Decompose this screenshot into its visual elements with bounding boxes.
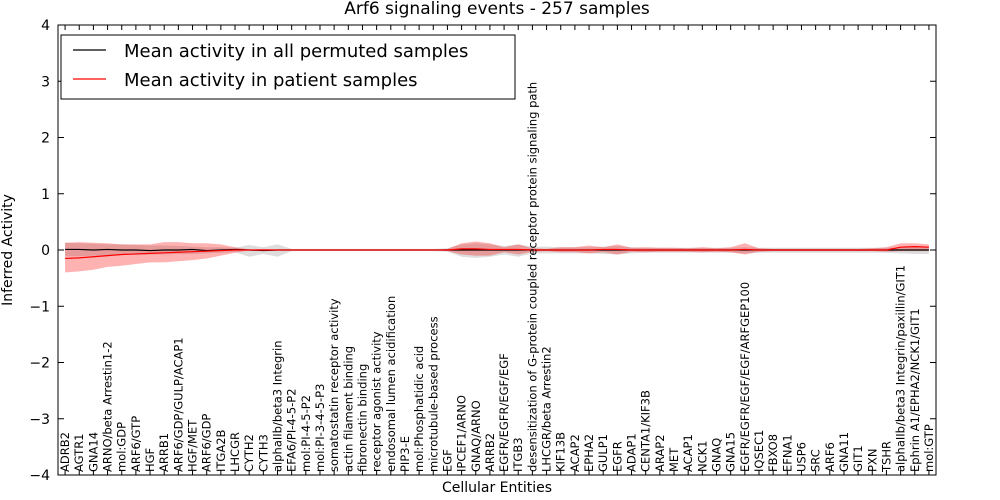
series-lines <box>65 246 929 260</box>
x-tick-label: GNAQ/ARNO <box>469 400 483 472</box>
x-tick-label: mol:PI-3-4-5-P3 <box>313 384 327 472</box>
x-tick-label: ARF6/GDP <box>200 414 214 472</box>
x-tick-label: LHCGR/beta Arrestin2 <box>540 346 554 472</box>
x-tick-label: EPHA2 <box>582 434 596 472</box>
y-tick-label: −1 <box>29 299 50 315</box>
x-tick-label: IPCEF1/ARNO <box>455 395 469 472</box>
y-tick-label: −2 <box>29 356 50 372</box>
x-tick-label: EFA6/PI-4-5-P2 <box>285 388 299 472</box>
x-tick-label: ARNO/beta Arrestin1-2 <box>101 341 115 472</box>
x-tick-label: fibronectin binding <box>355 364 369 472</box>
x-tick-label: ACAP1 <box>681 434 695 472</box>
x-tick-label: microtubule-based process <box>426 316 440 472</box>
x-tick-label: TSHR <box>879 441 893 473</box>
y-axis-label: Inferred Activity <box>0 194 16 306</box>
x-tick-label: EGFR <box>610 441 624 472</box>
x-tick-label: mol:GDP <box>115 422 129 472</box>
y-tick-label: 3 <box>41 74 50 90</box>
x-tick-label: GNA15 <box>724 432 738 472</box>
x-tick-label: HGF <box>143 448 157 472</box>
y-tick-label: 0 <box>41 243 50 259</box>
x-tick-label: ITGB3 <box>511 437 525 472</box>
x-tick-label: CENTA1/KIF3B <box>639 390 653 472</box>
confidence-bands <box>65 241 929 273</box>
x-tick-label: CYTH2 <box>242 434 256 472</box>
x-tick-label: USP6 <box>794 442 808 472</box>
y-tick-label: 2 <box>41 131 50 147</box>
x-tick-label: ADRB2 <box>58 432 72 472</box>
x-tick-label: PXN <box>865 449 879 472</box>
x-tick-label: ITGA2B <box>214 429 228 472</box>
x-tick-label: ARF6/GTP <box>129 416 143 472</box>
x-tick-label: EFNA1 <box>780 434 794 472</box>
x-tick-label: NCK1 <box>695 441 709 473</box>
x-tick-label: somatostatin receptor activity <box>327 298 341 472</box>
x-tick-label: LHCGR <box>228 432 242 472</box>
x-tick-label: receptor agonist activity <box>370 331 384 472</box>
legend: Mean activity in all permuted samples Me… <box>60 34 516 100</box>
x-tick-label: desensitization of G-protein coupled rec… <box>525 82 539 472</box>
x-tick-label: AGTR1 <box>72 434 86 473</box>
y-tick-label: −4 <box>29 468 50 484</box>
x-tick-label: HGF/MET <box>186 419 200 472</box>
x-tick-label: KIF13B <box>554 432 568 472</box>
line-series-1 <box>65 246 929 260</box>
x-tick-label: ARRB1 <box>157 433 171 472</box>
x-tick-label: SRC <box>809 449 823 472</box>
x-tick-label: ARRB2 <box>483 433 497 472</box>
x-tick-label: ARF6/GDP/GULP/ACAP1 <box>171 337 185 472</box>
x-tick-label: MET <box>667 447 681 472</box>
x-tick-label: GULP1 <box>596 434 610 472</box>
x-axis-label: Cellular Entities <box>442 480 552 496</box>
x-tick-label: GNAQ <box>710 438 724 472</box>
chart-title: Arf6 signaling events - 257 samples <box>344 0 650 19</box>
x-tick-label: endosomal lumen acidification <box>384 296 398 472</box>
x-tick-label: CYTH3 <box>256 434 270 472</box>
x-tick-label: ARAP2 <box>653 434 667 472</box>
y-axis: −4 −3 −2 −1 0 1 2 3 4 <box>29 18 936 484</box>
x-tick-label: Ephrin A1/EPHA2/NCK1/GIT1 <box>908 308 922 472</box>
x-tick-label: FBXO8 <box>766 434 780 472</box>
x-tick-label: EGFR/EGFR/EGF/EGF <box>497 353 511 472</box>
x-axis: ADRB2 AGTR1 GNA14 ARNO/beta Arrestin1-2 mol:… <box>58 25 936 475</box>
x-tick-label: mol:GTP <box>922 424 936 472</box>
x-tick-label: EGF <box>440 449 454 472</box>
y-tick-label: 1 <box>41 187 50 203</box>
x-tick-label: ACAP2 <box>568 434 582 472</box>
band-series-1 <box>65 241 929 273</box>
x-tick-label: PIP3-E <box>398 436 412 472</box>
x-tick-label: mol:Phosphatidic acid <box>412 346 426 472</box>
x-tick-label: ADAP1 <box>625 433 639 472</box>
legend-label-permuted: Mean activity in all permuted samples <box>124 41 468 62</box>
x-tick-label: mol:PI-4-5-P2 <box>299 395 313 472</box>
x-tick-label: EGFR/EGFR/EGF/EGF/ARFGEP100 <box>738 282 752 472</box>
legend-label-patient: Mean activity in patient samples <box>124 70 418 91</box>
x-tick-label: GNA11 <box>837 432 851 472</box>
x-tick-label: alphaIIb/beta3 Integrin/paxillin/GIT1 <box>894 265 908 472</box>
y-tick-label: −3 <box>29 412 50 428</box>
legend-box <box>60 34 516 100</box>
x-tick-label: GNA14 <box>86 432 100 472</box>
y-tick-label: 4 <box>41 18 50 34</box>
x-tick-label: ARF6 <box>823 442 837 472</box>
x-tick-label: GIT1 <box>851 445 865 472</box>
x-tick-label: IQSEC1 <box>752 430 766 472</box>
x-tick-label: alphaIIb/beta3 Integrin <box>271 340 285 472</box>
x-tick-label: actin filament binding <box>341 346 355 472</box>
